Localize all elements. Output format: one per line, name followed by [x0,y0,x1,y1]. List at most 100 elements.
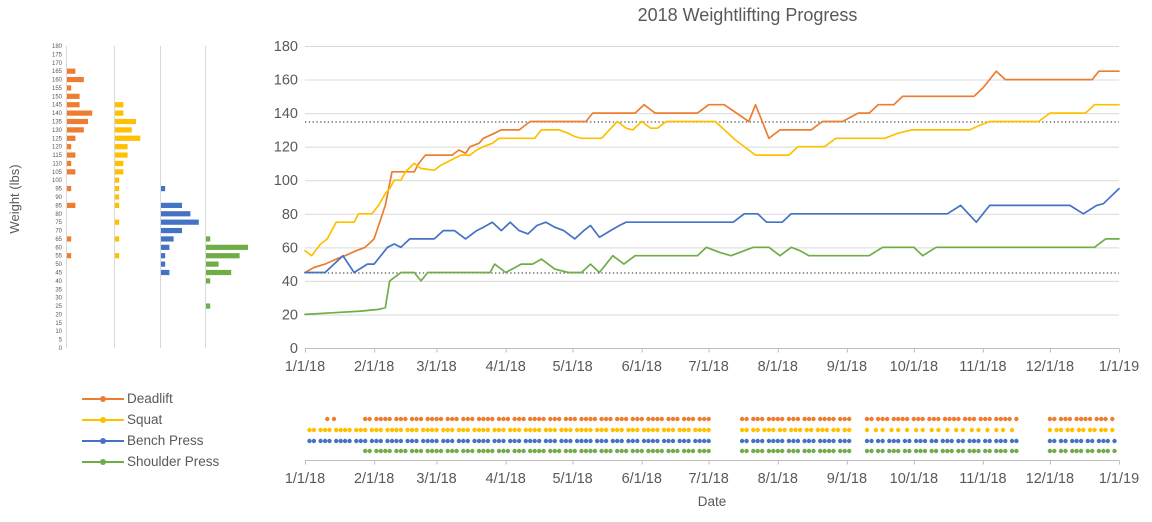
workout-dot [751,416,756,422]
workout-dot [904,427,910,433]
workout-dot [374,416,379,422]
workout-dot [325,416,330,422]
workout-dot [574,438,580,444]
workout-dot [771,448,776,454]
workout-dot [793,427,798,433]
workout-dot [929,438,934,444]
workout-dot [358,427,363,433]
workout-dot [795,448,801,454]
workout-dot [387,416,392,422]
hist-tick-label: 75 [55,220,62,226]
workout-dot [409,448,415,454]
hist-tick-label: 90 [55,195,62,201]
workout-dot [394,448,399,454]
workout-dot [548,427,553,433]
main-x-tick-label: 2/1/18 [354,359,394,375]
workout-dot [1047,448,1053,454]
workout-dot [831,438,836,444]
workout-dot [933,448,939,454]
main-x-tick-label: 1/1/19 [1099,359,1139,375]
hist-bar-deadlift-150 [67,93,80,99]
workout-dot [367,416,372,422]
workout-dot [1099,427,1104,433]
workout-dot [450,438,455,444]
workout-dot [470,448,475,454]
workout-dot [739,427,745,433]
workout-dot [490,448,495,454]
workout-dot [1103,416,1108,422]
hist-bar-squat-65 [115,236,120,242]
workout-dot [405,438,410,444]
main-y-tick-label: 0 [290,341,298,357]
workout-dot [659,416,664,422]
workout-dot [623,416,629,422]
workout-dot [363,427,368,433]
workout-dot [1009,427,1015,433]
workout-dot [461,438,466,444]
workout-dot [744,438,749,444]
hist-tick-label: 45 [55,271,62,277]
workout-dot [615,448,620,454]
legend-label-shoulder-press: Shoulder Press [127,454,220,469]
workout-dot [481,448,486,454]
hist-tick-label: 35 [55,287,62,293]
workout-dot [508,438,513,444]
bench-press-series-marker-icon [82,437,124,445]
workout-dot [311,427,317,433]
main-x-tick-label: 11/1/18 [959,359,1006,375]
workout-dot [1063,438,1068,444]
hist-bar-bench-press-85 [161,202,182,208]
workout-dot [532,448,537,454]
workout-dot [465,448,470,454]
workout-dot [675,448,680,454]
workout-dot [470,416,475,422]
workout-dot [655,427,660,433]
workout-dot [875,448,881,454]
workout-dot [795,438,801,444]
workout-dot [945,427,950,433]
workout-dot [971,416,977,422]
workout-dot [902,448,908,454]
workout-dot [552,448,557,454]
workout-dot [1087,416,1093,422]
workout-dot [338,438,343,444]
workout-dot [441,427,446,433]
strip-x-tick-label: 6/1/18 [622,471,662,487]
workout-dot [847,427,852,433]
workout-dot [681,438,687,444]
workout-dot [896,416,901,422]
workout-dot [815,427,821,433]
workout-dot [512,427,517,433]
workout-dot [998,416,1003,422]
hist-bar-deadlift-95 [67,186,72,192]
workout-dot [987,416,992,422]
workout-dot [875,438,881,444]
workout-dot [913,427,919,433]
workout-dot [646,416,651,422]
workout-dot [1065,427,1070,433]
legend-item-shoulder-press: Shoulder Press [82,451,219,472]
workout-dot [1003,438,1008,444]
workout-dot [945,448,950,454]
workout-dot [307,438,312,444]
main-x-tick-label: 4/1/18 [486,359,526,375]
workout-dot [559,438,564,444]
workout-dot [1096,438,1102,444]
workout-dot [414,438,419,444]
workout-dot [775,438,780,444]
deadlift-series-marker-icon [82,395,124,403]
squat-series-marker-icon [82,416,124,424]
workout-dot [697,416,702,422]
workout-dot [1103,427,1108,433]
workout-dot [956,438,961,444]
main-x-tick-label: 3/1/18 [416,359,456,375]
workout-dot [543,438,549,444]
workout-dot [512,448,517,454]
workout-dot [425,448,430,454]
workout-dot [501,448,506,454]
workout-dot [563,448,569,454]
workout-dot [666,427,671,433]
workout-dot [802,416,807,422]
workout-dot [681,416,687,422]
hist-bar-squat-85 [115,202,120,208]
